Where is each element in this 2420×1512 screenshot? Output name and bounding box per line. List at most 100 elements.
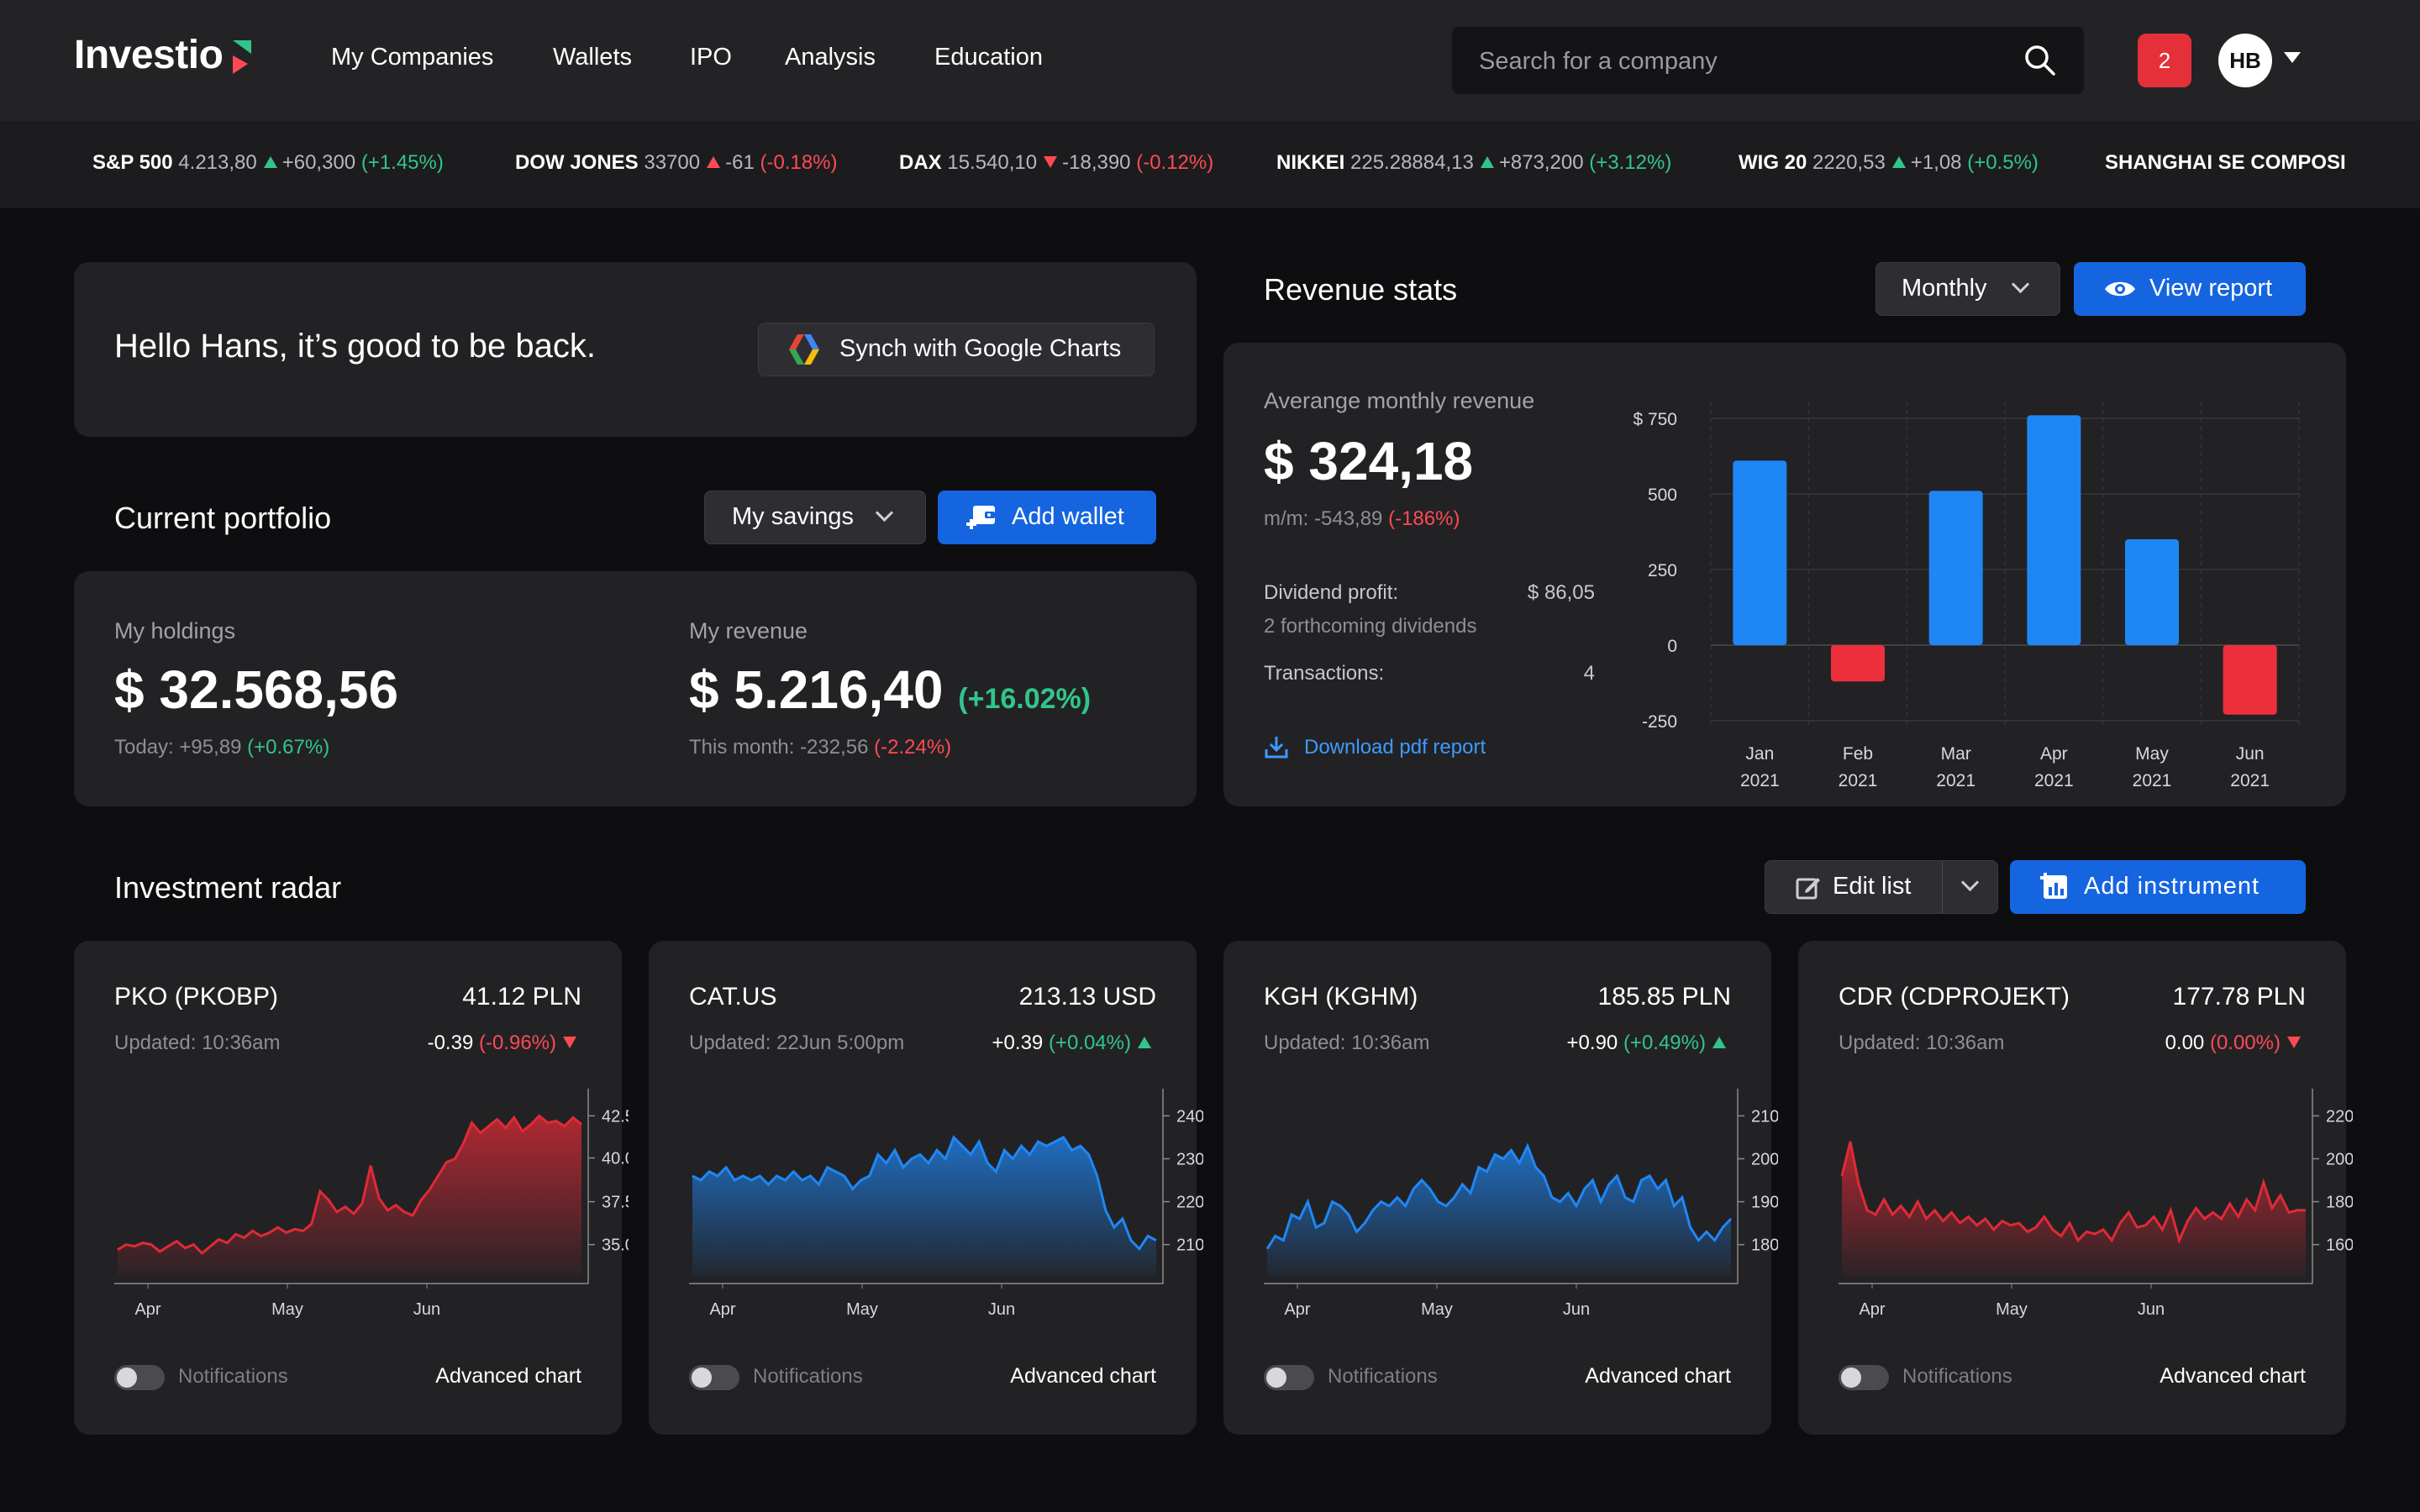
y-tick-label: 40.05	[602, 1149, 629, 1168]
wallet-add-icon	[966, 506, 995, 529]
instrument-price-chart: 210.00 200.00 190.00 180.00 Apr May Jun	[1264, 1089, 1778, 1319]
y-tick-label: 37.50	[602, 1194, 629, 1212]
nav-wallets[interactable]: Wallets	[553, 44, 632, 71]
revenue-bar	[2223, 645, 2277, 715]
up-arrow-icon	[1891, 156, 1906, 168]
chart-axis	[1839, 1089, 2313, 1284]
x-tick-label: Jun	[1563, 1300, 1590, 1319]
y-tick-label: 210.00	[1751, 1107, 1778, 1126]
logo-mark-icon	[233, 40, 251, 74]
avatar[interactable]: HB	[2218, 34, 2272, 87]
revenue-pct: (+16.02%)	[958, 683, 1092, 715]
notifications-toggle[interactable]	[1839, 1365, 1889, 1390]
instrument-price-chart: 42.50 40.05 37.50 35.00 Apr May Jun	[114, 1089, 629, 1319]
ticker-item-dax[interactable]: DAX 15.540,10 -18,390 (-0.12%)	[899, 151, 1214, 174]
y-tick-label: 190.00	[1751, 1194, 1778, 1212]
radar-card[interactable]: CAT.US 213.13 USD Updated: 22Jun 5:00pm …	[649, 941, 1203, 1435]
instrument-updated: Updated: 10:36am	[114, 1032, 281, 1054]
y-tick-label: 220.00	[2326, 1107, 2353, 1126]
nav-analysis[interactable]: Analysis	[785, 44, 876, 71]
advanced-chart-link[interactable]: Advanced chart	[2160, 1364, 2306, 1388]
notifications-label: Notifications	[178, 1365, 288, 1388]
x-tick-label: Apr	[1284, 1300, 1310, 1319]
y-tick-label: 220.00	[1176, 1194, 1203, 1212]
nav-my-companies[interactable]: My Companies	[331, 44, 494, 71]
notification-badge[interactable]: 2	[2138, 34, 2191, 87]
instrument-price: 185.85 PLN	[1597, 983, 1731, 1011]
x-tick-label: Jun	[2236, 744, 2265, 764]
transactions-value: 4	[1583, 662, 1595, 685]
search-icon[interactable]	[2023, 44, 2057, 77]
notifications-toggle[interactable]	[689, 1365, 739, 1390]
down-arrow-icon	[563, 1037, 576, 1048]
up-arrow-icon	[263, 156, 277, 168]
y-tick-label: 200.00	[2326, 1150, 2353, 1168]
sync-google-charts-button[interactable]: Synch with Google Charts	[758, 323, 1155, 376]
x-tick-label: 2021	[1740, 771, 1780, 790]
download-pdf-link[interactable]: Download pdf report	[1264, 736, 1486, 759]
advanced-chart-link[interactable]: Advanced chart	[1010, 1364, 1156, 1388]
wallet-select[interactable]: My savings	[704, 491, 926, 544]
download-pdf-label: Download pdf report	[1304, 736, 1486, 759]
add-instrument-button[interactable]: Add instrument	[2010, 860, 2306, 914]
up-arrow-icon	[1712, 1037, 1726, 1048]
ticker-item-sp500[interactable]: S&P 500 4.213,80 +60,300 (+1.45%)	[92, 151, 444, 174]
period-select[interactable]: Monthly	[1876, 262, 2060, 316]
radar-card[interactable]: KGH (KGHM) 185.85 PLN Updated: 10:36am +…	[1223, 941, 1778, 1435]
revenue-bar	[1831, 645, 1885, 682]
holdings-label: My holdings	[114, 618, 236, 643]
x-tick-label: Apr	[1859, 1300, 1885, 1319]
add-instrument-label: Add instrument	[2084, 873, 2260, 900]
view-report-label: View report	[2149, 275, 2273, 302]
edit-list-button[interactable]: Edit list	[1765, 860, 1998, 914]
top-bar: Investio My Companies Wallets IPO Analys…	[0, 0, 2420, 121]
up-arrow-icon	[1480, 156, 1494, 168]
add-wallet-button[interactable]: Add wallet	[938, 491, 1156, 544]
x-tick-label: 2021	[2133, 771, 2172, 790]
logo[interactable]: Investio	[74, 32, 251, 78]
x-tick-label: Jun	[2138, 1300, 2165, 1319]
notifications-label: Notifications	[753, 1365, 863, 1388]
radar-card[interactable]: PKO (PKOBP) 41.12 PLN Updated: 10:36am -…	[74, 941, 629, 1435]
y-tick-label: 240.00	[1176, 1107, 1203, 1126]
chevron-down-icon	[2011, 275, 2030, 294]
avg-revenue-label: Averange monthly revenue	[1264, 388, 1535, 413]
y-tick-label: 230.00	[1176, 1150, 1203, 1168]
ticker-item-nikkei[interactable]: NIKKEI 225.28884,13 +873,200 (+3.12%)	[1276, 151, 1672, 174]
instrument-name: CAT.US	[689, 983, 777, 1011]
down-arrow-icon	[1044, 156, 1058, 168]
ticker-item-shanghai[interactable]: SHANGHAI SE COMPOSI	[2105, 151, 2346, 174]
advanced-chart-link[interactable]: Advanced chart	[435, 1364, 581, 1388]
price-line	[1265, 1142, 1733, 1250]
portfolio-card: My holdings $ 32.568,56 Today: +95,89 (+…	[74, 571, 1197, 806]
holdings-today: Today: +95,89 (+0.67%)	[114, 736, 330, 759]
notifications-toggle[interactable]	[114, 1365, 165, 1390]
chart-axis	[1264, 1089, 1739, 1284]
instrument-name: CDR (CDPROJEKT)	[1839, 983, 2070, 1011]
nav-ipo[interactable]: IPO	[690, 44, 732, 71]
x-tick-label: 2021	[1839, 771, 1878, 790]
instrument-updated: Updated: 22Jun 5:00pm	[689, 1032, 905, 1054]
advanced-chart-link[interactable]: Advanced chart	[1585, 1364, 1731, 1388]
ticker-item-wig20[interactable]: WIG 20 2220,53 +1,08 (+0.5%)	[1739, 151, 2039, 174]
button-divider	[1942, 861, 1943, 913]
instrument-price-chart: 240.00 230.00 220.00 210.00 Apr May Jun	[689, 1089, 1203, 1319]
portfolio-title: Current portfolio	[114, 501, 332, 535]
down-arrow-icon	[2287, 1037, 2301, 1048]
y-tick-label: 200.00	[1751, 1150, 1778, 1168]
ticker-item-dow-jones[interactable]: DOW JONES 33700 -61 (-0.18%)	[515, 151, 838, 174]
instrument-change: +0.39 (+0.04%)	[901, 1032, 1156, 1055]
instrument-updated: Updated: 10:36am	[1264, 1032, 1430, 1054]
chevron-down-icon	[875, 503, 894, 522]
radar-card[interactable]: CDR (CDPROJEKT) 177.78 PLN Updated: 10:3…	[1798, 941, 2353, 1435]
nav-education[interactable]: Education	[934, 44, 1043, 71]
account-dropdown-icon[interactable]	[2284, 52, 2301, 63]
revenue-bar	[2027, 415, 2081, 645]
wallet-select-label: My savings	[732, 503, 855, 530]
notifications-toggle[interactable]	[1264, 1365, 1314, 1390]
revenue-bar	[1928, 491, 1983, 645]
view-report-button[interactable]: View report	[2074, 262, 2306, 316]
chevron-down-icon[interactable]	[1960, 873, 1980, 892]
search-input[interactable]	[1477, 27, 2018, 96]
price-line	[117, 1114, 582, 1255]
